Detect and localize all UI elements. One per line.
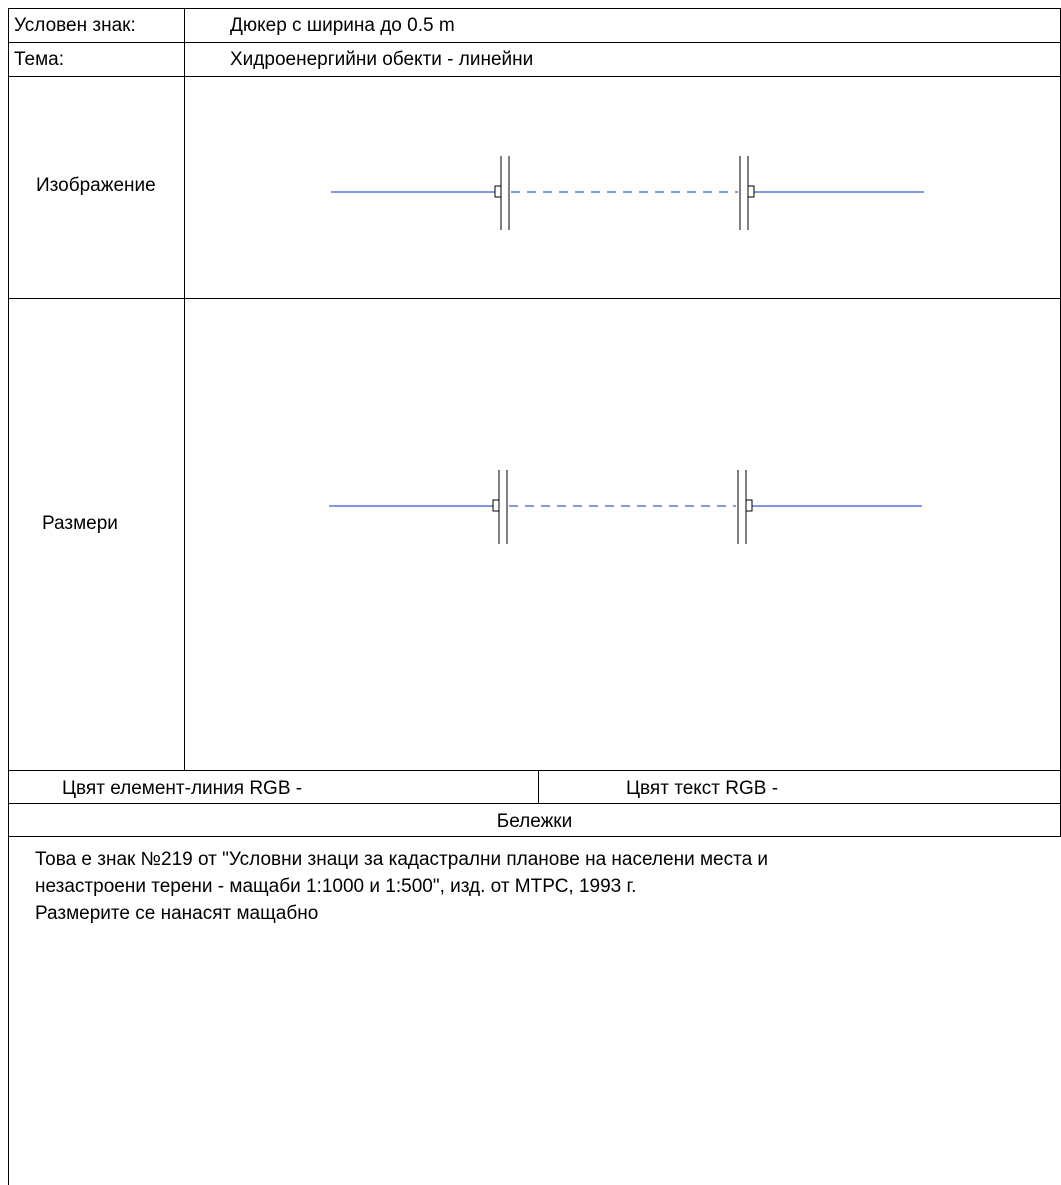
line-color-label: Цвят елемент-линия RGB - [62, 778, 303, 799]
label-column-divider-body [184, 76, 185, 770]
notes-line-2: незастроени терени - мащаби 1:1000 и 1:5… [35, 876, 637, 897]
theme-value: Хидроенергийни обекти - линейни [230, 49, 534, 70]
sign-label: Условен знак: [14, 15, 136, 36]
image-symbol-right-end-box [747, 185, 755, 198]
text-color-label: Цвят текст RGB - [626, 778, 779, 799]
dimensions-symbol-right-end-box [745, 499, 753, 512]
sign-value: Дюкер с ширина до 0.5 m [230, 15, 455, 36]
dimensions-section-label: Размери [42, 513, 118, 534]
label-column-divider-top [184, 8, 185, 76]
theme-label: Тема: [14, 49, 65, 70]
row-divider-sign [8, 42, 1061, 43]
row-divider-image [8, 298, 1061, 299]
colors-column-divider [538, 770, 539, 803]
notes-heading: Бележки [496, 811, 573, 832]
table-left-border [8, 8, 9, 1185]
image-symbol-left-end-box [494, 185, 502, 198]
notes-line-3: Размерите се нанасят мащабно [35, 903, 319, 924]
row-divider-colors [8, 803, 1061, 804]
notes-line-1: Това е знак №219 от "Условни знаци за ка… [35, 849, 769, 870]
row-divider-notes [8, 836, 1061, 837]
row-divider-dimensions [8, 770, 1061, 771]
dimensions-symbol-left-end-box [492, 499, 500, 512]
row-divider-theme [8, 76, 1061, 77]
table-top-border [8, 8, 1061, 9]
image-section-label: Изображение [36, 175, 156, 196]
